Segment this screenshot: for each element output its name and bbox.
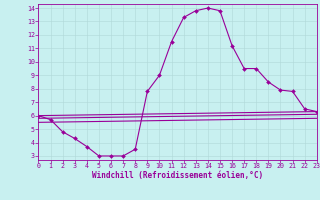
X-axis label: Windchill (Refroidissement éolien,°C): Windchill (Refroidissement éolien,°C) bbox=[92, 171, 263, 180]
